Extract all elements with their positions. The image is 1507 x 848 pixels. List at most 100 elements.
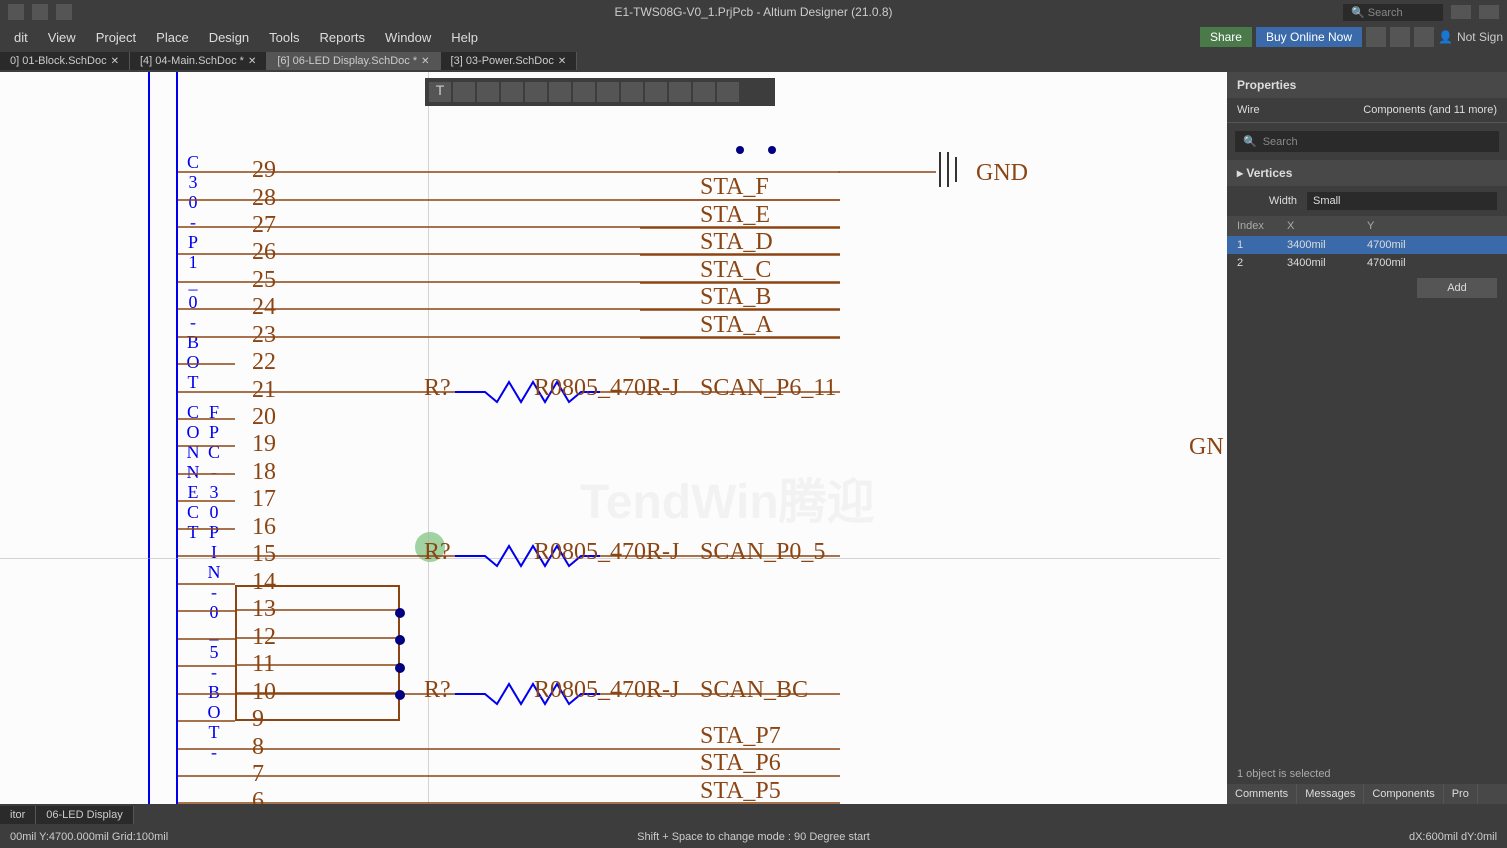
net-label: STA_F	[700, 174, 769, 201]
col-x: X	[1287, 220, 1367, 232]
schematic-canvas[interactable]: T C30-P1_0-BOT FPC-30PIN-0_5-BOT-CONNECT…	[0, 72, 1227, 804]
net-label: STA_D	[700, 229, 773, 256]
tb-align-center-icon[interactable]	[525, 82, 547, 102]
floating-toolbar: T	[425, 78, 775, 106]
tab-close-icon[interactable]: ✕	[558, 56, 566, 67]
menu-edit[interactable]: dit	[4, 26, 38, 49]
pin-number: 22	[252, 349, 276, 376]
net-label: SCAN_P0_5	[700, 539, 825, 566]
app-icon[interactable]	[8, 4, 24, 20]
tb-group-icon[interactable]	[621, 82, 643, 102]
tb-more2-icon[interactable]	[693, 82, 715, 102]
doc-tab-3[interactable]: [3] 03-Power.SchDoc ✕	[441, 52, 578, 70]
pin-number: 26	[252, 239, 276, 266]
tab-close-icon[interactable]: ✕	[421, 56, 429, 67]
net-label: STA_P5	[700, 778, 781, 804]
menu-window[interactable]: Window	[375, 26, 441, 49]
pin-number: 13	[252, 596, 276, 623]
gnd-label-right: GN	[1189, 434, 1224, 461]
tab-close-icon[interactable]: ✕	[111, 56, 119, 67]
doc-tab-0[interactable]: 0] 01-Block.SchDoc ✕	[0, 52, 130, 70]
pin-number: 18	[252, 459, 276, 486]
menu-view[interactable]: View	[38, 26, 86, 49]
save-icon[interactable]	[32, 4, 48, 20]
vertices-section-header[interactable]: ▸ Vertices	[1227, 160, 1507, 186]
tb-align-left-icon[interactable]	[501, 82, 523, 102]
menu-place[interactable]: Place	[146, 26, 199, 49]
object-type: Wire	[1237, 104, 1260, 116]
tab-comments[interactable]: Comments	[1227, 784, 1297, 804]
resistor-designator: R?	[424, 539, 451, 566]
vertex-row-0[interactable]: 13400mil4700mil	[1227, 236, 1507, 254]
properties-title: Properties	[1227, 72, 1507, 98]
properties-panel: Properties Wire Components (and 11 more)…	[1227, 72, 1507, 804]
tb-plus-icon[interactable]	[453, 82, 475, 102]
pin-number: 14	[252, 569, 276, 596]
doc-tab-2[interactable]: [6] 06-LED Display.SchDoc * ✕	[267, 52, 440, 70]
tb-dist-h-icon[interactable]	[573, 82, 595, 102]
tb-more1-icon[interactable]	[669, 82, 691, 102]
tab-pro[interactable]: Pro	[1444, 784, 1478, 804]
editor-tabs: itor 06-LED Display	[0, 804, 1507, 826]
add-vertex-button[interactable]: Add	[1417, 278, 1497, 298]
titlebar-left-icons	[8, 4, 72, 20]
pin-number: 11	[252, 651, 275, 678]
settings-icon[interactable]	[1390, 27, 1410, 47]
pin-number: 8	[252, 734, 264, 761]
global-search[interactable]: 🔍 Search	[1343, 4, 1443, 21]
tb-rect-icon[interactable]	[477, 82, 499, 102]
menu-design[interactable]: Design	[199, 26, 259, 49]
properties-search[interactable]: 🔍 Search	[1235, 131, 1499, 152]
resistor-value: R0805_470R-J	[534, 375, 679, 402]
tb-align-right-icon[interactable]	[549, 82, 571, 102]
junction-dot	[395, 663, 405, 673]
btab-led-display[interactable]: 06-LED Display	[36, 806, 133, 824]
tab-messages[interactable]: Messages	[1297, 784, 1364, 804]
resistor-designator: R?	[424, 677, 451, 704]
pin-number: 16	[252, 514, 276, 541]
tab-close-icon[interactable]: ✕	[248, 56, 256, 67]
tb-more3-icon[interactable]	[717, 82, 739, 102]
width-select[interactable]: Small	[1307, 192, 1497, 210]
net-label: STA_E	[700, 202, 770, 229]
doc-tab-1[interactable]: [4] 04-Main.SchDoc * ✕	[130, 52, 267, 70]
menu-help[interactable]: Help	[441, 26, 488, 49]
tb-text-icon[interactable]: T	[429, 82, 451, 102]
statusbar: 00mil Y:4700.000mil Grid:100mil Shift + …	[0, 826, 1507, 848]
tab-label: [4] 04-Main.SchDoc *	[140, 55, 244, 67]
menu-tools[interactable]: Tools	[259, 26, 309, 49]
pin-number: 28	[252, 185, 276, 212]
watermark: TendWin腾迎	[580, 462, 875, 532]
buy-button[interactable]: Buy Online Now	[1256, 27, 1362, 47]
minimize-button[interactable]	[1451, 5, 1471, 19]
maximize-button[interactable]	[1479, 5, 1499, 19]
connector-component-outline	[148, 72, 178, 804]
document-tabs: 0] 01-Block.SchDoc ✕[4] 04-Main.SchDoc *…	[0, 50, 1507, 72]
junction-dot	[395, 690, 405, 700]
menubar-right: Share Buy Online Now 👤 Not Sign	[1200, 27, 1503, 47]
tb-dist-v-icon[interactable]	[597, 82, 619, 102]
gnd-label-top: GND	[976, 160, 1028, 187]
properties-object-row: Wire Components (and 11 more)	[1227, 98, 1507, 123]
signin-button[interactable]: 👤 Not Sign	[1438, 30, 1503, 44]
vertex-table: Index X Y 13400mil4700mil23400mil4700mil	[1227, 216, 1507, 272]
menu-reports[interactable]: Reports	[310, 26, 376, 49]
vertex-row-1[interactable]: 23400mil4700mil	[1227, 254, 1507, 272]
btab-editor[interactable]: itor	[0, 806, 36, 824]
notifications-icon[interactable]	[1414, 27, 1434, 47]
pin-number: 9	[252, 706, 264, 733]
filter-dropdown[interactable]: Components (and 11 more)	[1363, 104, 1497, 116]
pin-number: 25	[252, 267, 276, 294]
menu-project[interactable]: Project	[86, 26, 146, 49]
width-label: Width	[1237, 195, 1297, 207]
share-button[interactable]: Share	[1200, 27, 1252, 47]
tab-components[interactable]: Components	[1364, 784, 1443, 804]
home-icon[interactable]	[1366, 27, 1386, 47]
resistor-designator: R?	[424, 375, 451, 402]
status-coords: 00mil Y:4700.000mil Grid:100mil	[10, 831, 506, 843]
pin-number: 10	[252, 679, 276, 706]
width-row: Width Small	[1227, 186, 1507, 216]
undo-icon[interactable]	[56, 4, 72, 20]
tb-ungroup-icon[interactable]	[645, 82, 667, 102]
pin-number: 23	[252, 322, 276, 349]
